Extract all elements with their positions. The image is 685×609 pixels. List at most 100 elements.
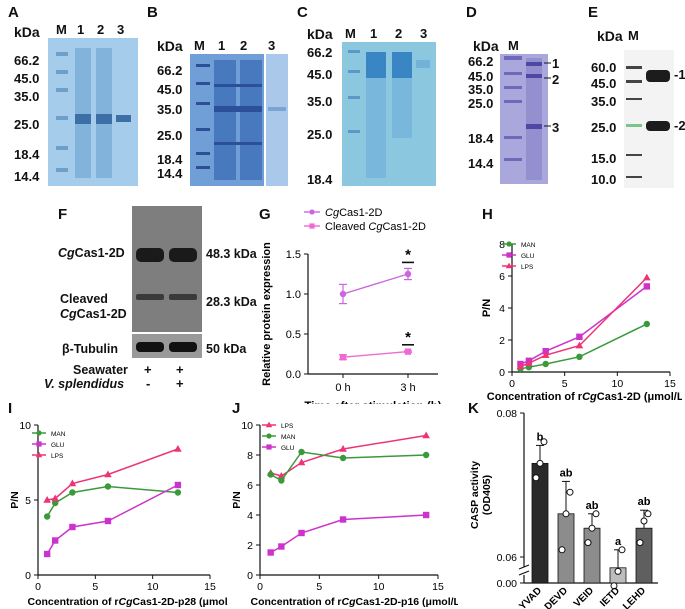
y-tick-label: 0.06 — [497, 552, 518, 564]
lane-label-c-1: 1 — [370, 26, 378, 41]
data-point-lps — [297, 458, 306, 466]
band-label-d-3: 3 — [552, 120, 560, 135]
y-tick-label: 1.5 — [286, 249, 301, 261]
marker-a-0: 66.2 — [14, 53, 40, 68]
replicate-point — [588, 524, 596, 532]
chart-k: 0.00 0.06 0.08 CASP activity (OD405) b YVAD ab D… — [469, 408, 658, 609]
significance-star: * — [405, 246, 411, 263]
marker-c-2: 35.0 — [307, 94, 333, 109]
data-point-man — [104, 483, 112, 490]
marker-d-3: 25.0 — [468, 96, 494, 111]
x-tick-label: 0 — [509, 378, 515, 390]
x-tick-label: 5 — [562, 378, 568, 390]
y-tick-label: 0.08 — [497, 408, 518, 420]
data-point-man — [339, 454, 347, 462]
legend-label-man: MAN — [521, 242, 536, 249]
blot-size-2: 50 kDa — [206, 342, 247, 356]
gel-image-a — [48, 38, 138, 186]
replicate-point — [636, 539, 644, 547]
replicate-point — [558, 546, 566, 554]
significance-letter: a — [615, 536, 622, 548]
x-tick-label: DEVD — [543, 585, 570, 609]
lane-label-e-m: M — [628, 28, 639, 43]
data-point — [339, 290, 347, 298]
x-tick-label: 5 — [92, 581, 98, 593]
marker-a-3: 25.0 — [14, 117, 40, 132]
condition-label-1: V. splendidus — [44, 377, 125, 391]
marker-b-1: 45.0 — [157, 82, 183, 97]
lane-label-d-m: M — [508, 38, 519, 53]
x-tick-label: 0 — [35, 581, 41, 593]
y-tick-label: 8 — [247, 450, 253, 462]
y-axis-title: P/N — [231, 491, 243, 509]
legend-marker-glu — [36, 441, 42, 447]
replicate-point — [566, 488, 574, 496]
data-point-glu — [267, 549, 274, 556]
data-point-glu — [298, 529, 305, 537]
y-axis-title: Relative protein expression — [261, 242, 273, 386]
x-tick-label: IETD — [598, 585, 622, 609]
lane-label-c-3: 3 — [420, 26, 428, 41]
replicate-point — [614, 567, 622, 575]
lane-label-a-m: M — [56, 22, 67, 37]
replicate-point — [644, 510, 652, 518]
y-tick-label: 10 — [19, 420, 31, 432]
significance-star: * — [405, 329, 411, 346]
y-tick-label: 4 — [247, 510, 253, 522]
x-axis-title: Concentration of rCgCas1-2D (μmol/L) — [487, 391, 682, 403]
data-point-man — [576, 353, 583, 360]
y-tick-label: 0.0 — [286, 369, 301, 381]
data-point-lps — [541, 351, 550, 358]
panel-label-e: E — [588, 4, 599, 21]
marker-e-5: 10.0 — [591, 172, 617, 187]
replicate-point — [562, 510, 570, 518]
data-point-man — [422, 451, 430, 459]
data-point-glu — [52, 537, 59, 544]
lane-label-b-1: 1 — [218, 38, 226, 53]
y-tick-label: 6 — [499, 271, 505, 283]
data-point-man — [174, 489, 182, 496]
condition-label-0: Seawater — [73, 363, 128, 377]
y-tick-label: 0.5 — [286, 329, 301, 341]
blot-row-label-1: Cleaved CgCas1-2D — [60, 292, 127, 321]
blot-size-1: 28.3 kDa — [206, 295, 257, 309]
replicate-point — [610, 582, 618, 590]
series-line-man — [46, 485, 178, 517]
data-point-glu — [69, 523, 76, 531]
chart-j: 0 5 10 15 0 2 4 6 8 10 P/N Concentration of rCgCas1… — [231, 420, 458, 608]
marker-d-2: 35.0 — [468, 82, 494, 97]
panel-label-f: F — [58, 206, 68, 223]
series-line-man — [270, 451, 427, 482]
data-point-man — [643, 320, 651, 328]
condition-1-lane-1: - — [146, 376, 151, 391]
data-point-glu — [576, 333, 583, 340]
x-tick-label: 10 — [147, 581, 159, 593]
marker-b-5: 14.4 — [157, 166, 183, 181]
gel-image-b — [190, 54, 288, 186]
x-tick-label: 15 — [432, 581, 444, 593]
panel-label-b: B — [147, 4, 158, 21]
panel-label-k: K — [468, 400, 479, 417]
y-tick-label: 4 — [499, 303, 505, 315]
marker-e-4: 15.0 — [591, 151, 617, 166]
legend-marker-man — [36, 430, 42, 436]
kda-label-a: kDa — [14, 24, 40, 40]
series-line — [342, 273, 409, 295]
blot-size-0: 48.3 kDa — [206, 247, 257, 261]
x-tick-label: 15 — [664, 378, 676, 390]
series-line-lps — [520, 277, 648, 368]
legend-marker-lps — [505, 262, 513, 269]
series-line-glu — [270, 514, 427, 554]
condition-1-lane-2: + — [176, 376, 184, 391]
panel-label-c: C — [297, 4, 308, 21]
replicate-point — [618, 546, 626, 554]
marker-a-1: 45.0 — [14, 71, 40, 86]
data-point — [339, 354, 347, 361]
legend-label-lps: LPS — [51, 453, 64, 460]
lane-label-c-m: M — [345, 26, 356, 41]
series-line — [342, 350, 409, 358]
legend-marker-man — [506, 241, 512, 247]
y-tick-label: 2 — [247, 540, 253, 552]
marker-c-4: 18.4 — [307, 172, 333, 187]
bar-veid — [583, 527, 601, 584]
